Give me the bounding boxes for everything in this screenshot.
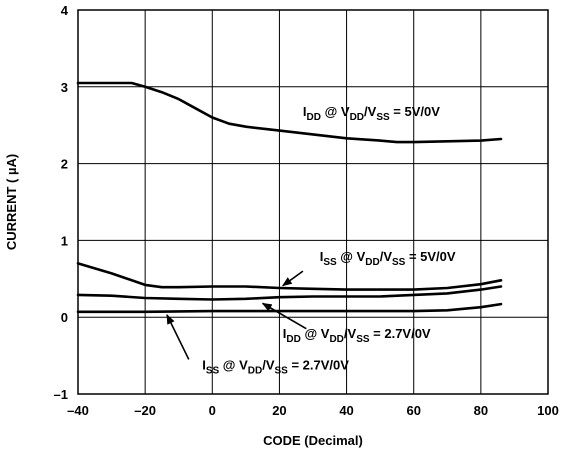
annotations: IDD @ VDD/VSS = 5V/0V ISS @ VDD/VSS = 5V/… (166, 104, 456, 376)
x-tick-label: 80 (474, 403, 488, 418)
x-tick-label: 20 (272, 403, 286, 418)
series-group (76, 81, 503, 314)
series-annotation-label: IDD @ VDD/VSS = 2.7V/0V (283, 326, 431, 345)
y-tick-label: 4 (61, 3, 69, 18)
y-tick-label: 3 (61, 80, 68, 95)
x-tick-label: 0 (209, 403, 216, 418)
tick-labels: –40 –20 0 20 40 60 80 100 –1 0 1 2 3 4 (54, 3, 559, 418)
series-line (76, 262, 503, 291)
y-axis-label: CURRENT ( µA) (4, 154, 19, 250)
x-tick-label: 60 (406, 403, 420, 418)
annotation-arrow (261, 302, 307, 330)
y-tick-label: 2 (61, 157, 68, 172)
y-tick-label: 0 (61, 310, 68, 325)
grid (78, 10, 548, 394)
series-line (76, 81, 503, 144)
x-tick-label: –20 (134, 403, 156, 418)
annotation-arrow (281, 270, 304, 287)
series-line (76, 302, 503, 314)
series-annotation-label: ISS @ VDD/VSS = 5V/0V (320, 249, 456, 268)
series-annotation-label: ISS @ VDD/VSS = 2.7V/0V (202, 357, 349, 376)
x-tick-label: –40 (67, 403, 89, 418)
series-line (76, 285, 503, 301)
x-axis-label: CODE (Decimal) (263, 433, 363, 448)
plot-frame (77, 9, 549, 395)
x-tick-label: 40 (339, 403, 353, 418)
x-tick-label: 100 (537, 403, 559, 418)
y-tick-label: 1 (61, 233, 68, 248)
y-tick-label: –1 (54, 387, 68, 402)
annotation-arrow (166, 313, 190, 360)
series-annotation-label: IDD @ VDD/VSS = 5V/0V (303, 104, 440, 123)
